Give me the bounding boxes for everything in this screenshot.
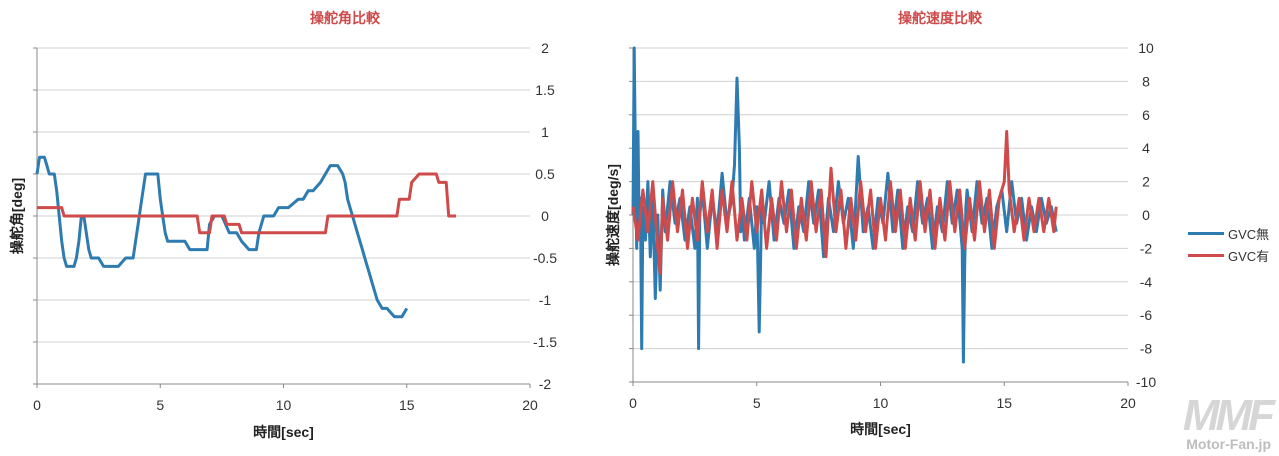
chart1-xtick-label: 0 <box>629 395 637 411</box>
legend-swatch-gvc-on <box>1188 253 1224 257</box>
chart0-ytick-label: 1 <box>541 124 549 140</box>
chart1-xtick-label: 5 <box>753 395 761 411</box>
chart1-ytick-label: -2 <box>1140 240 1153 256</box>
chart1-xtick-label: 15 <box>996 395 1012 411</box>
chart1-ytick-label: -4 <box>1140 274 1153 290</box>
chart0-ytick-label: -0.5 <box>533 250 557 266</box>
chart1-ytick-label: 10 <box>1138 40 1154 56</box>
chart0-xtick-label: 10 <box>276 397 292 413</box>
chart1-xtick-label: 10 <box>873 395 889 411</box>
chart1-ytick-label: 6 <box>1142 107 1150 123</box>
chart1-title: 操舵速度比較 <box>898 10 983 26</box>
chart1-xtick-label: 20 <box>1120 395 1136 411</box>
chart0-xtick-label: 15 <box>399 397 415 413</box>
chart0-series-gvc-off-line <box>35 155 409 319</box>
legend-item-gvc-on: GVC有 <box>1188 244 1278 266</box>
chart1-xlabel: 時間[sec] <box>850 421 911 437</box>
chart0-ytick-label: -2 <box>539 376 552 392</box>
chart1-ytick-label: -8 <box>1140 341 1153 357</box>
chart0-xtick-label: 5 <box>156 397 164 413</box>
chart0-series-gvc-on-line <box>37 172 457 235</box>
chart1-ytick-label: 0 <box>1142 207 1150 223</box>
chart0-ytick-label: 0 <box>541 208 549 224</box>
chart1-ytick-label: -6 <box>1140 307 1153 323</box>
chart0-ytick-label: 0.5 <box>535 166 555 182</box>
chart0-ylabel: 操舵角[deg] <box>9 178 25 254</box>
legend-swatch-gvc-off <box>1188 231 1224 235</box>
chart1-series-gvc-on-line <box>631 130 1058 275</box>
legend-label-gvc-on: GVC有 <box>1228 248 1270 264</box>
legend-item-gvc-off: GVC無 <box>1188 222 1278 244</box>
watermark: MMF Motor-Fan.jp <box>1182 391 1275 453</box>
chart1-ylabel: 操舵速度[deg/s] <box>605 164 621 266</box>
chart1-ytick-label: 2 <box>1142 174 1150 190</box>
chart1-ytick-label: 4 <box>1142 140 1150 156</box>
watermark-logo: MMF <box>1182 391 1275 440</box>
chart0-title: 操舵角比較 <box>310 10 381 26</box>
chart1-ytick-label: 8 <box>1142 73 1150 89</box>
chart0-xlabel: 時間[sec] <box>253 424 314 440</box>
chart0-ytick-label: -1 <box>539 292 552 308</box>
watermark-site: Motor-Fan.jp <box>1186 436 1271 452</box>
chart1-ytick-label: -10 <box>1136 374 1156 390</box>
chart0-xtick-label: 20 <box>522 397 538 413</box>
chart0-xtick-label: 0 <box>33 397 41 413</box>
legend-label-gvc-off: GVC無 <box>1228 226 1270 242</box>
chart0-ytick-label: 2 <box>541 40 549 56</box>
chart0-ytick-label: 1.5 <box>535 82 555 98</box>
chart0-ytick-label: -1.5 <box>533 334 557 350</box>
chart-legend: GVC無 GVC有 <box>1188 222 1278 266</box>
